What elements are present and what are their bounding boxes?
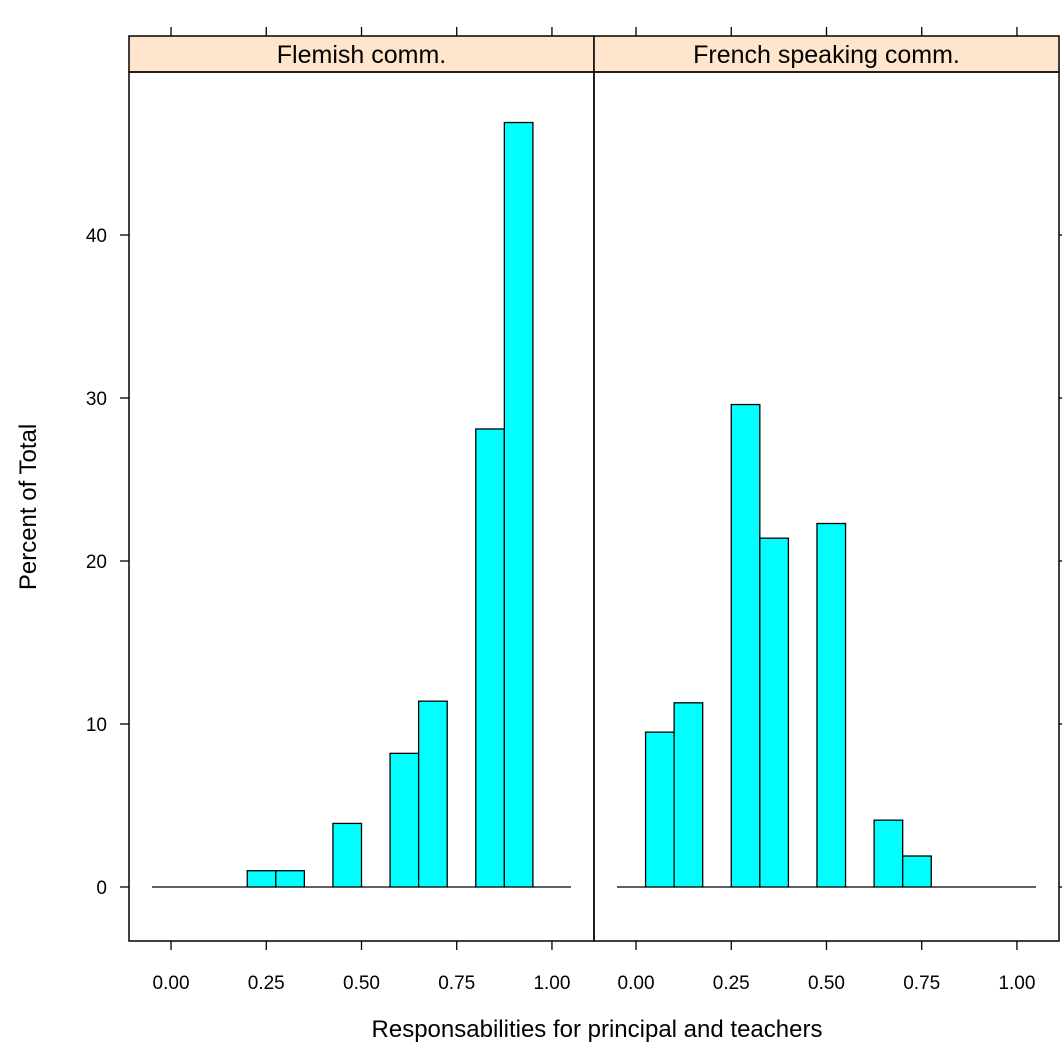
histogram-bar — [475, 428, 505, 888]
y-axis-title: Percent of Total — [15, 424, 42, 590]
x-tick-label: 1.00 — [533, 973, 570, 994]
x-tick-label: 1.00 — [998, 973, 1035, 994]
y-axis: 0 10 20 30 40 — [86, 226, 1062, 899]
histogram-bar — [389, 752, 420, 888]
histogram-bar — [332, 822, 363, 888]
x-tick-label: 0.25 — [248, 973, 285, 994]
panel-1: Flemish comm. 0.00 0.25 0.50 0.75 1.00 — [128, 27, 595, 994]
panel-title: Flemish comm. — [277, 41, 446, 69]
panel-strip — [128, 35, 595, 73]
histogram-bar — [902, 855, 932, 888]
histogram-bar — [503, 121, 534, 888]
y-tick-label: 10 — [86, 715, 107, 736]
histogram-bar — [673, 702, 704, 888]
x-tick-label: 0.50 — [808, 973, 845, 994]
y-tick-label: 40 — [86, 226, 107, 247]
x-tick-label: 0.00 — [153, 973, 190, 994]
x-tick-label: 0.00 — [618, 973, 655, 994]
histogram-bar — [730, 403, 761, 888]
x-axis-title: Responsabilities for principal and teach… — [372, 1016, 823, 1043]
x-tick-label: 0.75 — [903, 973, 940, 994]
panels-layer: Flemish comm.0.00 0.25 0.50 0.75 1.00French … — [86, 27, 1062, 994]
histogram-bar — [246, 870, 277, 888]
histogram-bar — [873, 819, 904, 888]
histogram-bar — [417, 700, 448, 888]
y-tick-label: 0 — [96, 878, 107, 899]
x-tick-label: 0.50 — [343, 973, 380, 994]
histogram-bar — [816, 522, 847, 888]
x-tick-label: 0.75 — [438, 973, 475, 994]
panel-2: French speaking comm. 0.00 0.25 0.50 0.75 1.0… — [593, 27, 1060, 994]
x-tick-label: 0.25 — [713, 973, 750, 994]
histogram-bar — [759, 537, 790, 888]
histogram-bar — [275, 870, 306, 888]
y-tick-label: 30 — [86, 389, 107, 410]
panel-strip — [593, 35, 1060, 73]
panel-title: French speaking comm. — [693, 41, 960, 69]
y-tick-label: 20 — [86, 552, 107, 573]
histogram-bar — [644, 731, 675, 888]
